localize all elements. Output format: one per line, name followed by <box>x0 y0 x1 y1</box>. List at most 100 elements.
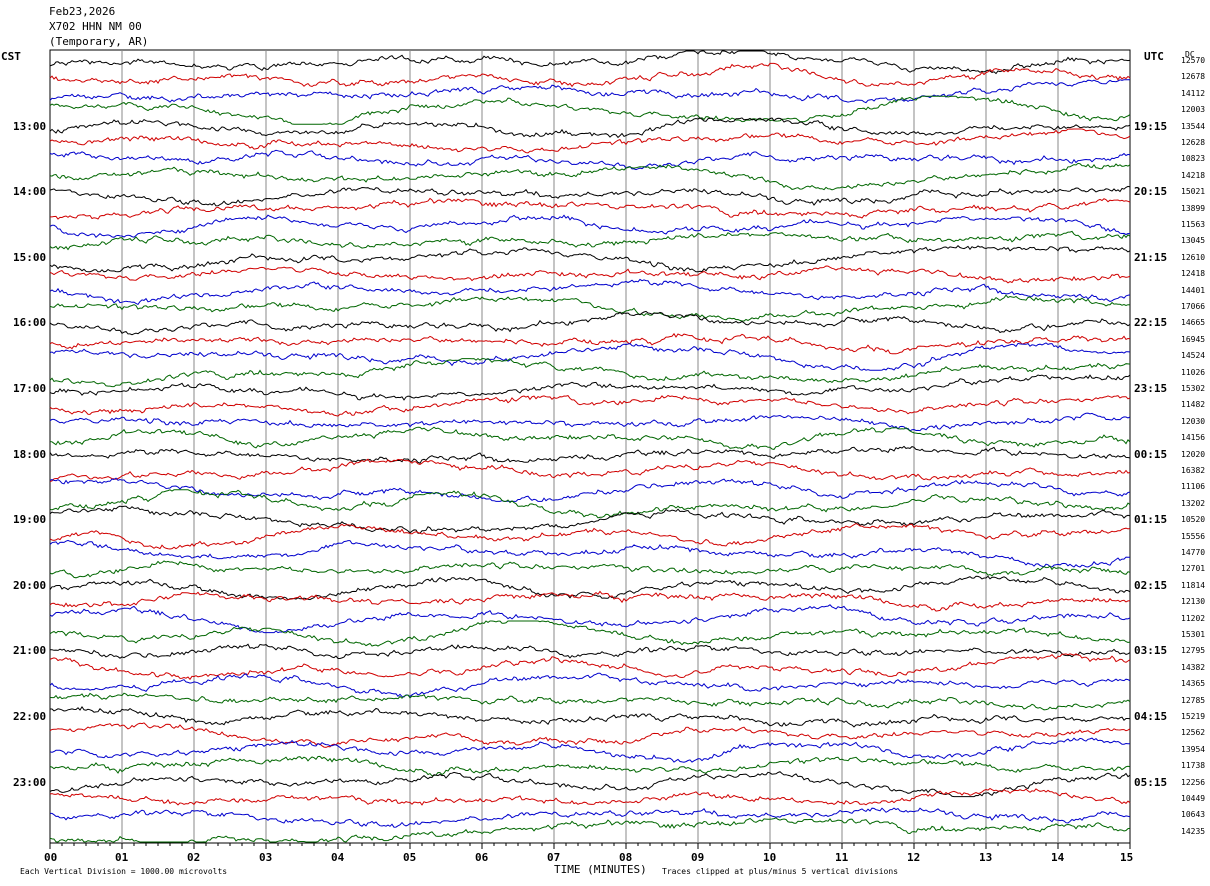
seismic-trace <box>49 643 1131 659</box>
dc-offset-value: 15302 <box>1181 384 1206 393</box>
right-hour-label: 23:15 <box>1134 382 1168 395</box>
scale-note: Each Vertical Division = 1000.00 microvo… <box>20 867 228 876</box>
dc-offset-value: 12418 <box>1181 269 1206 279</box>
dc-offset-value: 11482 <box>1181 400 1206 410</box>
right-hour-label: 02:15 <box>1134 578 1168 592</box>
right-hour-label: 03:15 <box>1134 644 1168 658</box>
x-axis-title: TIME (MINUTES) <box>554 863 647 876</box>
header-station: X702 HHN NM 00 <box>49 20 142 33</box>
dc-offset-value: 14218 <box>1181 170 1206 180</box>
seismic-trace <box>49 458 1131 482</box>
dc-offset-value: 12678 <box>1181 72 1206 82</box>
dc-offset-value: 12610 <box>1181 252 1206 262</box>
left-hour-label: 21:00 <box>13 644 47 658</box>
seismic-trace <box>49 560 1131 579</box>
right-hour-label: 00:15 <box>1134 447 1168 461</box>
dc-offset-value: 12562 <box>1181 728 1206 738</box>
dc-offset-value: 15556 <box>1181 531 1206 541</box>
dc-offset-value: 13045 <box>1181 236 1206 246</box>
x-tick-label: 14 <box>1051 851 1065 864</box>
left-hour-label: 17:00 <box>13 382 47 395</box>
seismic-trace <box>49 342 1131 371</box>
dc-offset-value: 16945 <box>1181 334 1206 344</box>
dc-offset-value: 10643 <box>1181 810 1206 820</box>
dc-offset-value: 12628 <box>1181 138 1206 147</box>
seismic-trace <box>49 374 1131 401</box>
left-hour-label: 15:00 <box>13 250 47 264</box>
dc-offset-value: 11106 <box>1181 482 1206 492</box>
seismic-trace <box>49 489 1131 519</box>
header-network: (Temporary, AR) <box>49 35 149 48</box>
dc-offset-value: 17066 <box>1181 302 1206 311</box>
right-hour-label: 22:15 <box>1134 316 1168 330</box>
dc-offset-value: 14665 <box>1181 318 1206 328</box>
seismic-trace <box>49 787 1131 806</box>
right-hour-label: 04:15 <box>1134 710 1168 723</box>
left-hour-label: 14:00 <box>13 185 47 199</box>
dc-offset-value: 14112 <box>1181 88 1206 98</box>
seismic-trace <box>49 310 1131 336</box>
seismic-trace <box>50 705 1131 728</box>
dc-offset-value: 14770 <box>1181 548 1206 557</box>
x-tick-label: 01 <box>115 851 129 864</box>
right-hour-label: 05:15 <box>1134 775 1168 789</box>
seismic-trace <box>49 278 1131 306</box>
dc-offset-value: 12785 <box>1181 695 1206 705</box>
seismic-trace <box>49 245 1131 273</box>
x-tick-label: 07 <box>547 851 560 864</box>
dc-offset-value: 12256 <box>1181 777 1206 787</box>
left-hour-label: 22:00 <box>13 710 47 723</box>
seismic-trace <box>49 737 1130 763</box>
seismic-trace <box>49 95 1131 125</box>
dc-offset-value: 16382 <box>1181 466 1206 475</box>
x-tick-label: 03 <box>259 851 272 864</box>
dc-offset-value: 14365 <box>1181 679 1206 689</box>
dc-offset-value: 12020 <box>1181 449 1206 459</box>
seismic-trace <box>49 771 1131 798</box>
seismic-trace <box>49 672 1131 698</box>
dc-column-label: DC <box>1185 50 1195 59</box>
x-tick-label: 02 <box>187 851 200 864</box>
seismic-trace <box>49 653 1131 681</box>
seismic-trace <box>49 357 1131 388</box>
seismic-trace <box>49 412 1131 432</box>
dc-offset-value: 14235 <box>1181 826 1206 836</box>
seismic-trace <box>49 604 1131 634</box>
x-tick-label: 05 <box>403 851 416 864</box>
seismic-trace <box>49 62 1131 88</box>
dc-offset-value: 13202 <box>1181 498 1206 508</box>
right-hour-label: 19:15 <box>1134 119 1168 133</box>
right-hour-label: 01:15 <box>1134 513 1168 527</box>
x-tick-label: 00 <box>44 851 57 864</box>
x-tick-label: 09 <box>691 851 704 864</box>
seismic-trace <box>49 523 1131 550</box>
right-hour-label: 20:15 <box>1134 185 1168 199</box>
dc-offset-value: 11814 <box>1181 580 1206 590</box>
right-hour-label: 21:15 <box>1134 250 1168 264</box>
seismic-trace <box>49 755 1131 777</box>
dc-offset-value: 12570 <box>1181 56 1206 65</box>
dc-offset-value: 10823 <box>1181 154 1206 164</box>
seismic-trace <box>49 149 1131 171</box>
seismic-trace <box>49 332 1131 355</box>
seismic-trace <box>49 539 1131 568</box>
dc-offset-value: 13954 <box>1181 744 1206 754</box>
right-timezone-label: UTC <box>1144 50 1164 63</box>
seismic-trace <box>49 620 1131 647</box>
seismic-trace <box>49 505 1131 534</box>
dc-offset-value: 13544 <box>1181 121 1206 131</box>
seismic-trace <box>49 590 1131 612</box>
dc-offset-value: 14382 <box>1181 662 1206 672</box>
seismic-trace <box>49 162 1131 191</box>
dc-offset-value: 12003 <box>1181 105 1206 115</box>
x-tick-label: 12 <box>907 851 920 864</box>
x-tick-label: 13 <box>979 851 992 864</box>
dc-offset-value: 15301 <box>1181 630 1206 639</box>
seismic-trace <box>49 294 1131 322</box>
seismic-trace <box>49 722 1131 748</box>
seismic-trace <box>49 426 1131 450</box>
left-hour-label: 23:00 <box>13 775 47 789</box>
dc-offset-value: 15219 <box>1181 712 1206 721</box>
seismic-trace <box>49 230 1131 251</box>
seismic-trace <box>49 128 1131 154</box>
